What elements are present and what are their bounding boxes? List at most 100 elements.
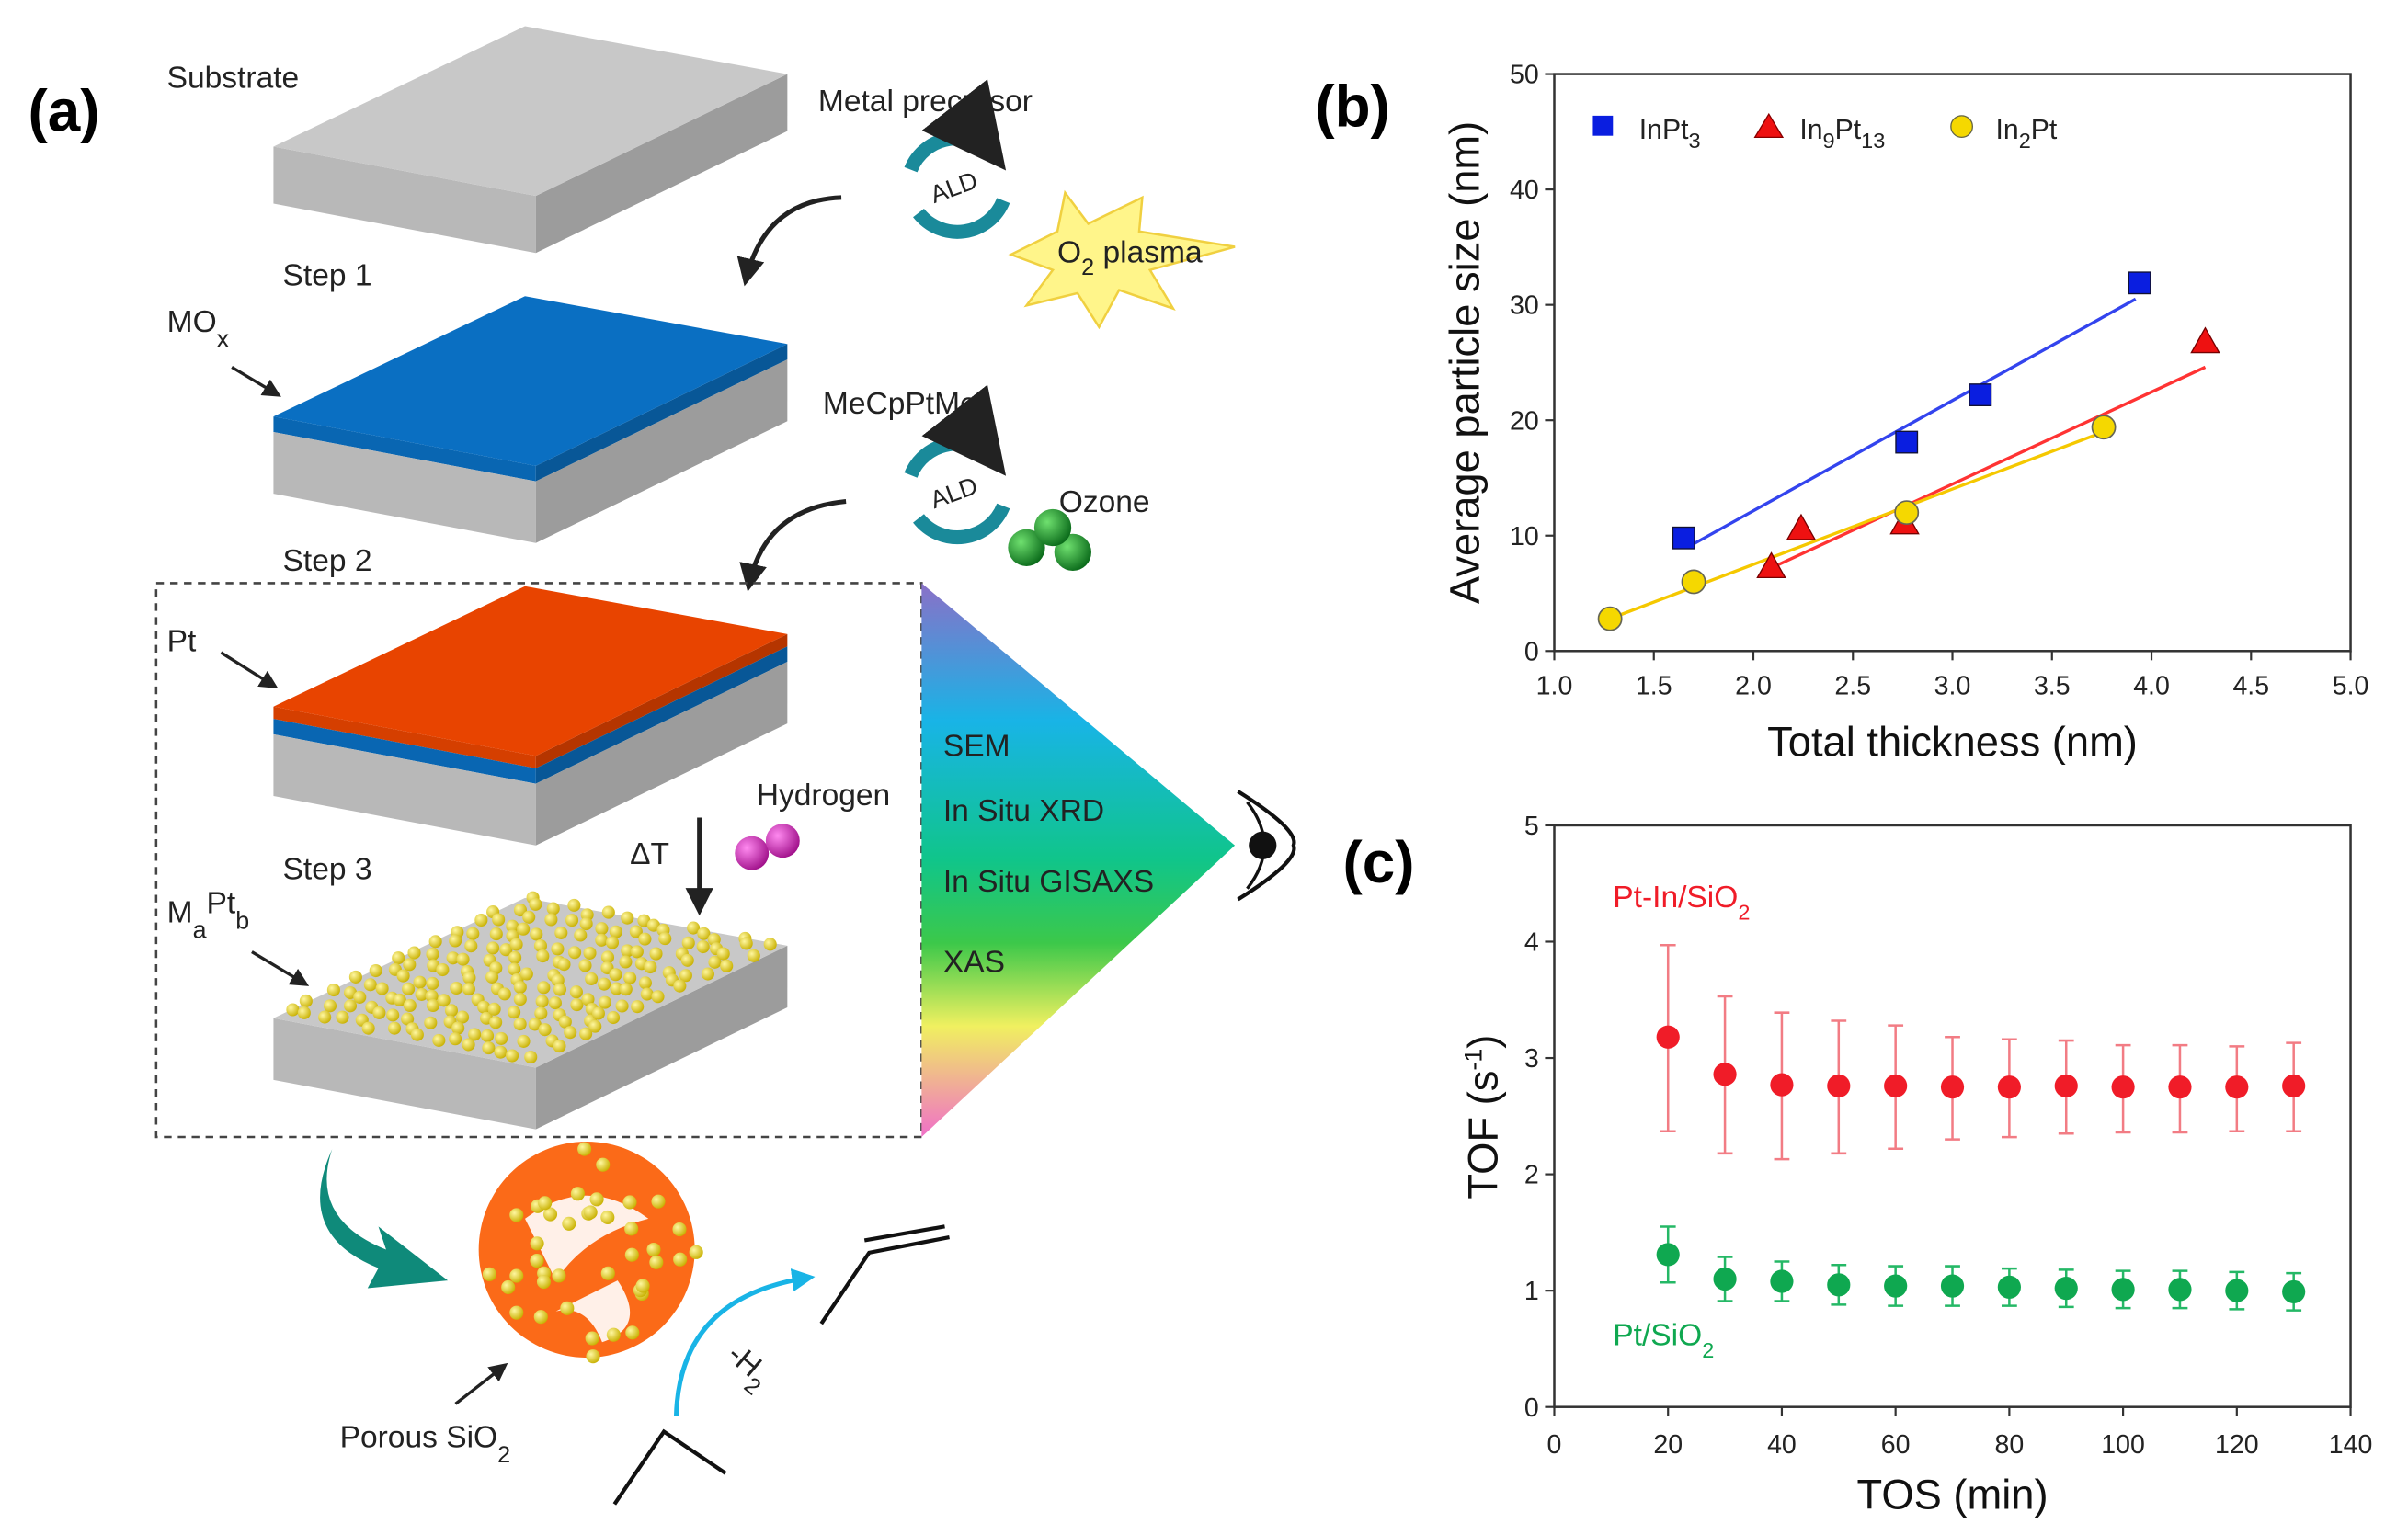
- flow-arrow-icon: [320, 1149, 449, 1289]
- step3-label: Step 3: [283, 853, 372, 887]
- metal-nanoparticle: [489, 927, 503, 941]
- pt-label: Pt: [167, 624, 197, 658]
- metal-nanoparticle: [562, 1216, 576, 1231]
- metal-nanoparticle: [689, 1245, 703, 1259]
- metal-nanoparticle: [361, 1021, 375, 1035]
- point-pt-in: [2054, 1074, 2078, 1098]
- metal-nanoparticle: [387, 1021, 402, 1035]
- metal-nanoparticle: [444, 1004, 458, 1018]
- metal-nanoparticle: [375, 982, 389, 995]
- ozone-label: Ozone: [1059, 485, 1150, 519]
- point-in9pt13: [1756, 551, 1786, 579]
- pt-slab: [273, 586, 788, 846]
- metal-nanoparticle: [426, 948, 439, 961]
- slab-front-face: [273, 431, 536, 543]
- point-in2pt: [1597, 606, 1623, 631]
- metal-nanoparticle: [598, 977, 611, 991]
- metal-nanoparticle: [619, 983, 633, 996]
- point-pt: [1884, 1274, 1908, 1298]
- metal-nanoparticle: [697, 927, 711, 940]
- legend-label-inpt3: InPt3: [1639, 115, 1701, 153]
- metal-nanoparticle: [462, 971, 476, 984]
- metal-nanoparticle: [533, 1310, 548, 1325]
- legend: InPt3 In9Pt13 In2Pt: [1592, 112, 2058, 153]
- y-axis-label: TOF (s-1): [1459, 1035, 1506, 1200]
- point-inpt3: [1895, 430, 1919, 454]
- metal-nanoparticle: [649, 1255, 664, 1269]
- metal-nanoparticle: [372, 1006, 386, 1019]
- metal-nanoparticle: [554, 926, 568, 939]
- metal-nanoparticle: [638, 976, 652, 990]
- point-pt-in: [1997, 1075, 2021, 1099]
- metal-nanoparticle: [577, 1142, 592, 1156]
- technique-gisaxs: In Situ GISAXS: [943, 865, 1154, 899]
- layer-stacks: [273, 26, 788, 1130]
- substrate-slab: [273, 26, 788, 254]
- x-tick-label: 4.0: [2133, 671, 2170, 700]
- metal-nanoparticle: [747, 949, 760, 962]
- y-tick-label: 3: [1524, 1044, 1539, 1074]
- porous-sio2-label: Porous SiO2: [340, 1420, 511, 1468]
- point-pt-in: [1656, 1025, 1680, 1049]
- metal-nanoparticle: [623, 971, 637, 984]
- point-pt-in: [1713, 1063, 1737, 1086]
- propylene-molecule: [819, 1224, 950, 1325]
- x-tick-label: 5.0: [2333, 671, 2369, 700]
- metal-nanoparticle: [519, 967, 533, 981]
- metal-nanoparticle: [481, 1029, 495, 1042]
- metal-nanoparticle: [449, 1032, 462, 1046]
- y-tick-label: 30: [1510, 291, 1539, 321]
- metal-nanoparticle: [615, 999, 629, 1013]
- metal-nanoparticle: [605, 936, 620, 949]
- panel-c-label: (c): [1343, 829, 1415, 895]
- metal-nanoparticle: [449, 934, 462, 948]
- point-pt: [1713, 1267, 1737, 1291]
- point-pt-in: [2111, 1075, 2135, 1099]
- metal-nanoparticle: [583, 1205, 598, 1220]
- metal-nanoparticle: [567, 898, 581, 912]
- metal-nanoparticle: [537, 981, 551, 995]
- metal-nanoparticle: [595, 922, 609, 936]
- metal-nanoparticle: [606, 1011, 621, 1025]
- spectrum-triangle: [921, 583, 1236, 1137]
- metal-nanoparticle: [649, 947, 663, 961]
- point-in2pt: [1681, 569, 1706, 595]
- metal-nanoparticle: [533, 938, 548, 953]
- metal-nanoparticle: [466, 927, 480, 940]
- metal-nanoparticle: [506, 1049, 519, 1063]
- metal-nanoparticle: [609, 925, 622, 938]
- point-pt-in: [1940, 1075, 1965, 1099]
- slab-front-face: [273, 416, 536, 482]
- point-pt: [1997, 1275, 2021, 1299]
- y-tick-label: 10: [1510, 522, 1539, 551]
- metal-nanoparticle: [499, 943, 513, 957]
- step2-label: Step 2: [283, 544, 372, 578]
- point-pt: [2282, 1279, 2306, 1303]
- x-tick-label: 80: [1995, 1430, 2025, 1460]
- metal-nanoparticle: [553, 1040, 566, 1053]
- porous-pointer-arrow: [454, 1362, 508, 1405]
- metal-nanoparticle: [586, 1349, 600, 1364]
- point-inpt3: [1969, 383, 1992, 406]
- y-tick-label: 40: [1510, 176, 1539, 205]
- x-tick-label: 100: [2101, 1430, 2145, 1460]
- x-tick-label: 3.5: [2034, 671, 2071, 700]
- metal-nanoparticle: [407, 946, 421, 960]
- metal-nanoparticle: [369, 963, 382, 978]
- metal-nanoparticle: [495, 1031, 508, 1045]
- metal-nanoparticle: [446, 951, 460, 965]
- point-pt-in: [1827, 1074, 1851, 1098]
- panel-a-label: (a): [29, 78, 100, 144]
- step1-arrow: [736, 195, 842, 287]
- mapt-label: MaPtb: [167, 887, 250, 944]
- metal-nanoparticle: [393, 993, 406, 1006]
- metal-nanoparticle: [624, 1222, 639, 1236]
- metal-nanoparticle: [536, 949, 550, 963]
- metal-nanoparticle: [548, 996, 562, 1010]
- metal-nanoparticle: [635, 1279, 650, 1293]
- point-pt: [2225, 1279, 2249, 1302]
- x-tick-label: 20: [1653, 1430, 1683, 1460]
- hydrogen-label: Hydrogen: [757, 779, 890, 813]
- x-tick-label: 4.5: [2232, 671, 2269, 700]
- metal-nanoparticle: [622, 1195, 637, 1210]
